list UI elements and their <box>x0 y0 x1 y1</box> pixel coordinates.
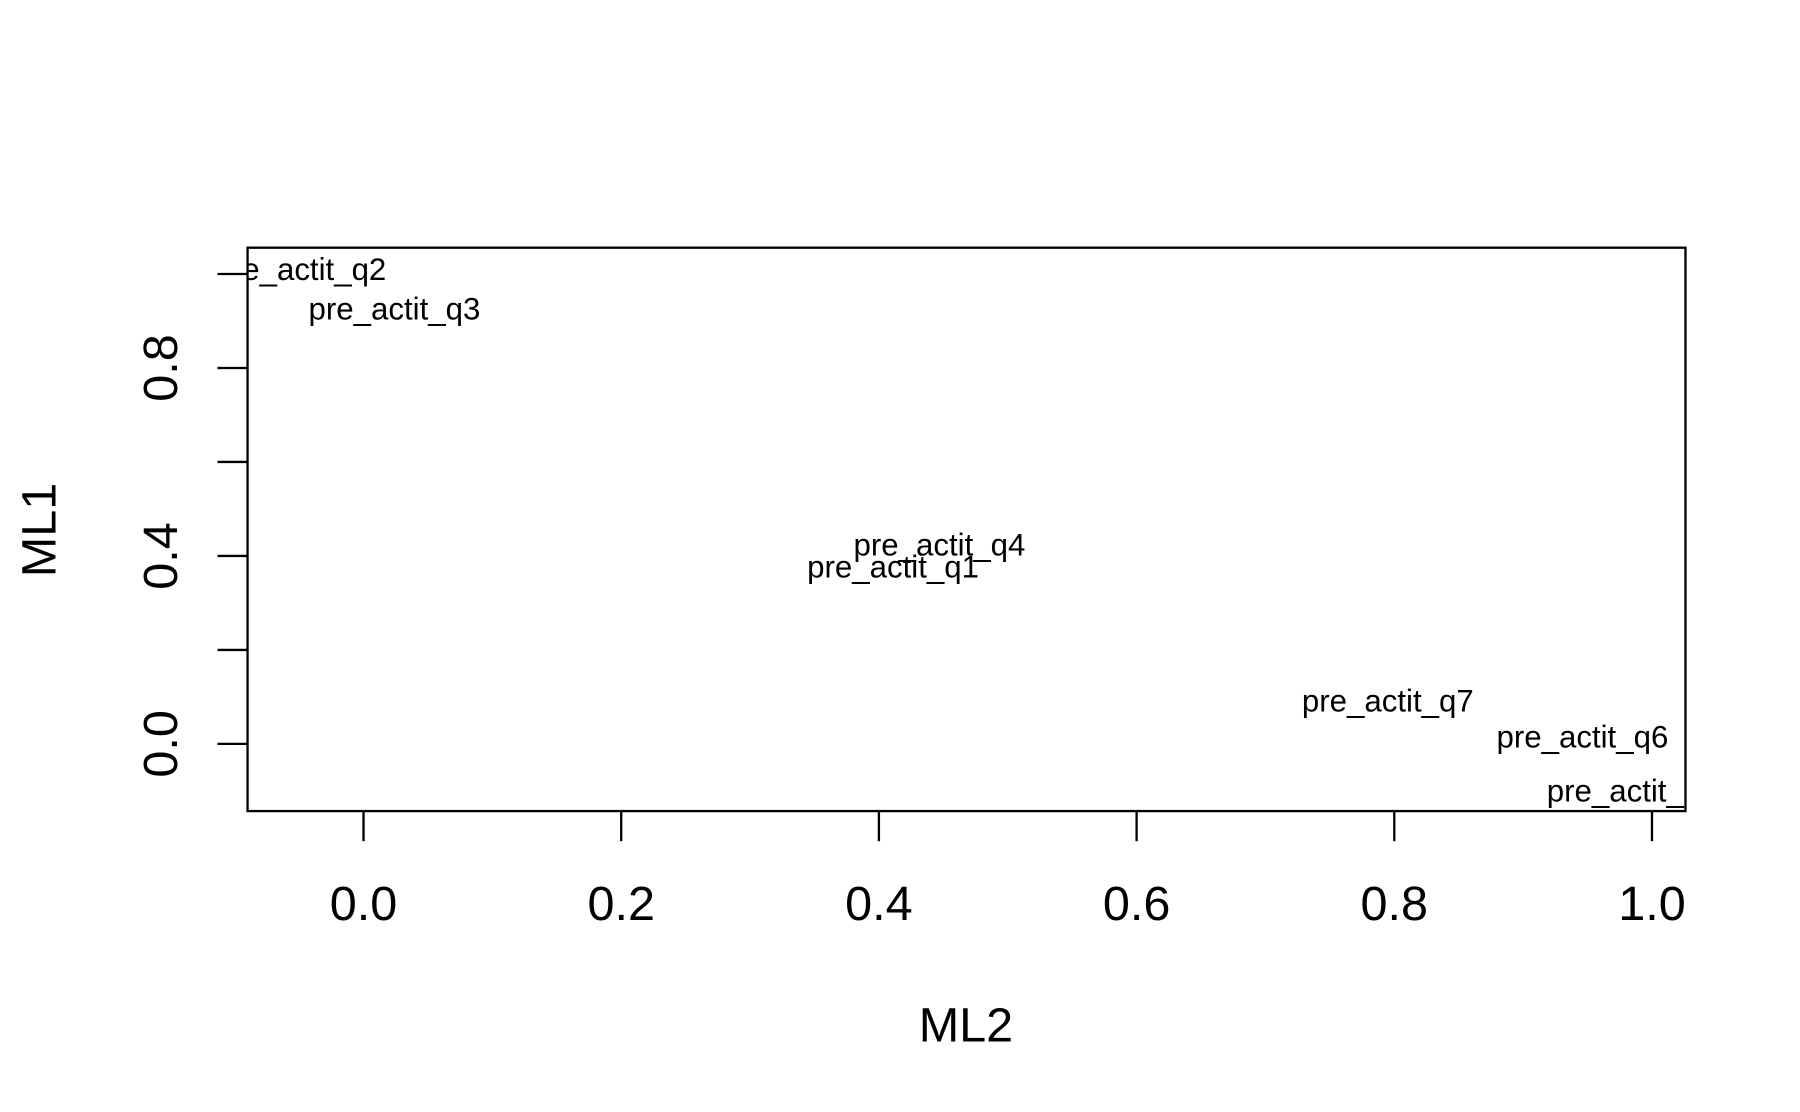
point-label: pre_actit_q2 <box>214 252 386 287</box>
x-axis-label: ML2 <box>919 998 1014 1052</box>
point-label: pre_actit_q1 <box>807 549 979 584</box>
x-tick-label: 0.6 <box>1103 877 1171 931</box>
x-tick-label: 0.2 <box>587 877 655 931</box>
y-tick-label: 0.4 <box>134 522 188 590</box>
plot-frame <box>246 246 1687 813</box>
point-label: pre_actit_q3 <box>309 291 481 326</box>
point-label: pre_actit_q6 <box>1496 719 1668 754</box>
x-tick-label: 0.0 <box>330 877 398 931</box>
y-axis-label: ML1 <box>13 483 67 578</box>
y-tick-label: 0.8 <box>134 334 188 402</box>
y-tick-label: 0.0 <box>134 710 188 778</box>
x-tick-label: 0.4 <box>845 877 913 931</box>
x-tick-label: 0.8 <box>1361 877 1429 931</box>
point-label: pre_actit_q5 <box>1547 774 1719 809</box>
points: pre_actit_q2pre_actit_q3pre_actit_q4pre_… <box>214 252 1719 809</box>
point-label: pre_actit_q7 <box>1302 683 1474 718</box>
x-tick-label: 1.0 <box>1618 877 1686 931</box>
point-label: pre_actit_q4 <box>854 527 1026 562</box>
